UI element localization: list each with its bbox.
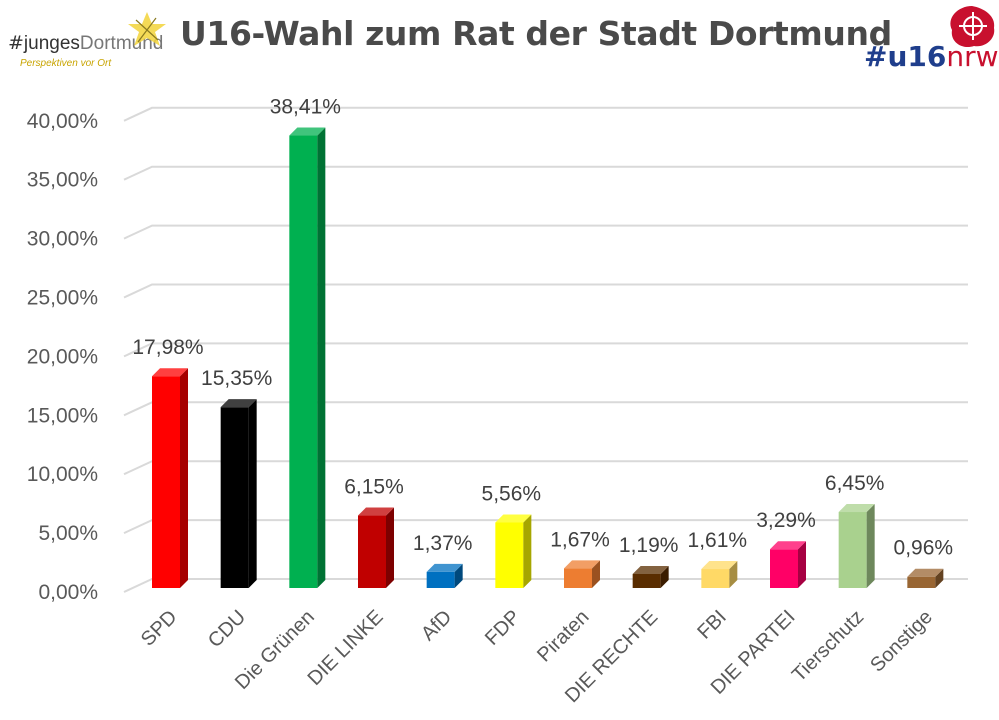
x-category-label: AfD bbox=[417, 606, 456, 645]
data-label: 6,15% bbox=[344, 476, 404, 499]
data-label: 38,41% bbox=[270, 96, 341, 119]
y-tick-label: 10,00% bbox=[27, 463, 98, 486]
bar-die-partei bbox=[770, 541, 806, 588]
y-tick-label: 15,00% bbox=[27, 404, 98, 427]
x-category-label: Sonstige bbox=[866, 606, 937, 677]
bar-afd bbox=[426, 563, 463, 588]
u16nrw-logo: #u16nrw bbox=[858, 4, 999, 74]
bar-tierschutz bbox=[838, 504, 875, 588]
x-category-label: Tierschutz bbox=[788, 606, 868, 686]
y-tick-label: 25,00% bbox=[27, 287, 98, 310]
logo-right-text: #u16nrw bbox=[864, 40, 999, 73]
bar-cdu bbox=[220, 399, 257, 588]
y-tick-label: 0,00% bbox=[38, 581, 98, 604]
data-labels: 17,98% 15,35% 38,41% 6,15% 1,37% 5,56% 1,67% 1,… bbox=[132, 96, 953, 560]
x-category-label: Piraten bbox=[533, 606, 593, 666]
y-tick-label: 35,00% bbox=[27, 169, 98, 192]
x-category-label: DIE LINKE bbox=[304, 606, 388, 690]
bar-piraten bbox=[564, 560, 600, 588]
data-label: 15,35% bbox=[201, 367, 272, 390]
bar-die-rechte bbox=[632, 565, 669, 588]
gridline bbox=[123, 283, 968, 299]
x-category-label: CDU bbox=[204, 606, 250, 652]
junges-dortmund-logo: #jungesDortmund Perspektiven vor Ort bbox=[8, 12, 168, 76]
data-label: 1,37% bbox=[413, 532, 473, 555]
data-label: 6,45% bbox=[825, 472, 885, 495]
data-label: 5,56% bbox=[482, 483, 542, 506]
splash-target-icon bbox=[950, 6, 995, 48]
x-category-label: SPD bbox=[137, 606, 182, 651]
data-label: 1,19% bbox=[619, 534, 679, 557]
y-tick-label: 20,00% bbox=[27, 345, 98, 368]
x-category-label: FBI bbox=[693, 606, 731, 644]
y-tick-label: 30,00% bbox=[27, 228, 98, 251]
y-tick-label: 5,00% bbox=[38, 522, 98, 545]
bar-sonstige bbox=[907, 568, 944, 588]
data-label: 17,98% bbox=[132, 336, 203, 359]
bar-fdp bbox=[495, 514, 532, 588]
gridline bbox=[123, 165, 968, 181]
gridline bbox=[123, 106, 968, 122]
star-splash-icon bbox=[128, 12, 166, 46]
bar-die-linke bbox=[358, 507, 394, 588]
bars bbox=[152, 127, 944, 588]
bar-fbi bbox=[701, 561, 738, 588]
data-label: 1,67% bbox=[550, 528, 610, 551]
data-label: 0,96% bbox=[894, 537, 954, 560]
gridline bbox=[123, 342, 968, 358]
chart-title: U16-Wahl zum Rat der Stadt Dortmund bbox=[180, 14, 892, 53]
bar-spd bbox=[152, 368, 188, 588]
data-label: 1,61% bbox=[688, 529, 748, 552]
logo-left-name: #jungesDortmund bbox=[8, 32, 164, 54]
logo-left-tagline: Perspektiven vor Ort bbox=[20, 58, 112, 69]
y-tick-label: 40,00% bbox=[27, 110, 98, 133]
data-label: 3,29% bbox=[756, 509, 816, 532]
gridline bbox=[123, 224, 968, 240]
bar-die-gr-nen bbox=[289, 127, 326, 588]
x-category-label: FDP bbox=[481, 606, 525, 650]
y-axis-ticks: 0,00% 5,00% 10,00% 15,00% 20,00% 25,00% 30,00%… bbox=[27, 110, 98, 604]
